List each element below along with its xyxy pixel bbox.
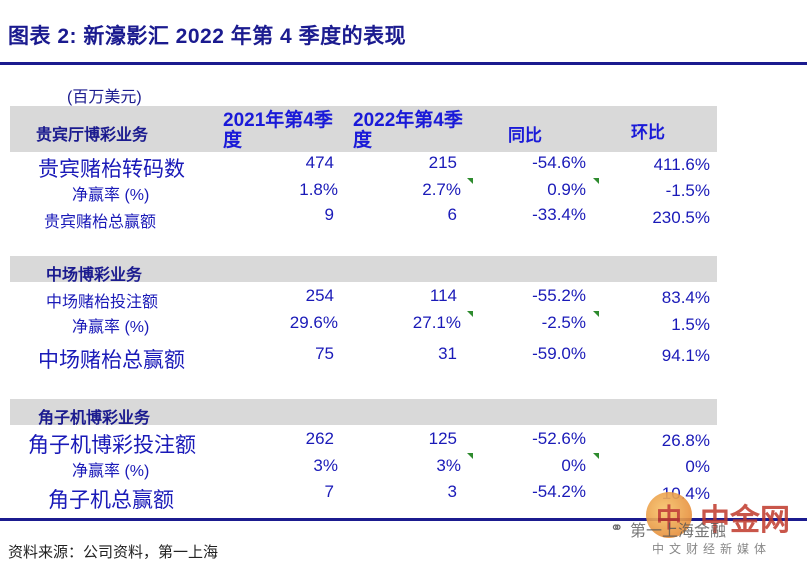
cell-2021q4: 1.8%: [299, 180, 338, 199]
cell-yoy: -33.4%: [532, 205, 586, 224]
cell-qoq: 230.5%: [652, 208, 710, 227]
cell-2022q4: 3: [447, 482, 457, 501]
cell-2021q4: 262: [305, 429, 334, 448]
cell-yoy: -54.6%: [532, 153, 586, 172]
comment-marker: [593, 178, 599, 184]
cell-qoq: -1.5%: [665, 181, 710, 200]
cell-yoy: -2.5%: [541, 313, 586, 332]
cell-qoq: 0%: [685, 457, 710, 476]
col-header-yoy: 同比: [508, 126, 542, 145]
row-label: 角子机总赢额: [48, 489, 174, 512]
cell-yoy: 0%: [561, 456, 586, 475]
wechat-icon: ⚭: [610, 520, 624, 537]
row-label: 贵宾赌枱总赢额: [44, 214, 157, 231]
cell-2022q4: 2.7%: [422, 180, 461, 199]
cell-qoq: 26.8%: [661, 431, 710, 450]
cell-2022q4: 27.1%: [412, 313, 461, 332]
col-header-2022q4: 2022年第4季度: [353, 110, 463, 151]
cell-yoy: -59.0%: [532, 344, 586, 363]
cell-2022q4: 6: [447, 205, 457, 224]
comment-marker: [467, 178, 473, 184]
col-header-qoq: 环比: [631, 123, 665, 142]
top-rule: [0, 62, 807, 65]
row-label: 净赢率 (%): [72, 319, 150, 336]
source-note: 资料来源：公司资料，第一上海: [8, 544, 219, 561]
col-header-2021q4: 2021年第4季度: [223, 110, 333, 151]
cell-qoq: 411.6%: [653, 155, 710, 174]
section-header-mass: 中场博彩业务: [46, 267, 143, 284]
row-label: 贵宾赌枱转码数: [38, 158, 185, 181]
watermark-subtitle: 中文财经新媒体: [652, 542, 772, 556]
cell-2022q4: 31: [438, 344, 457, 363]
cell-qoq: 94.1%: [661, 346, 710, 365]
comment-marker: [467, 311, 473, 317]
cell-2021q4: 29.6%: [289, 313, 338, 332]
cell-qoq: 83.4%: [661, 288, 710, 307]
comment-marker: [593, 311, 599, 317]
row-label: 净赢率 (%): [72, 187, 150, 204]
cell-2021q4: 75: [315, 344, 334, 363]
cell-yoy: -52.6%: [532, 429, 586, 448]
comment-marker: [593, 453, 599, 459]
cell-2021q4: 3%: [313, 456, 338, 475]
watermark-name: 中金网: [700, 504, 790, 537]
cell-2021q4: 474: [305, 153, 334, 172]
cell-2022q4: 125: [428, 429, 457, 448]
cell-qoq: 1.5%: [671, 315, 710, 334]
watermark-logo: 中: [646, 492, 692, 538]
section-header-vip: 贵宾厅博彩业务: [36, 127, 149, 144]
comment-marker: [467, 453, 473, 459]
cell-2022q4: 215: [428, 153, 457, 172]
watermark-logo-char: 中: [655, 503, 682, 533]
section-header-slot: 角子机博彩业务: [38, 410, 151, 427]
section-band: [10, 256, 717, 282]
cell-2022q4: 114: [429, 286, 457, 305]
cell-yoy: -55.2%: [532, 286, 586, 305]
page-title: 图表 2: 新濠影汇 2022 年第 4 季度的表现: [8, 25, 407, 48]
header-band: [10, 106, 717, 152]
row-label: 中场赌枱投注额: [46, 294, 159, 311]
cell-2021q4: 7: [324, 482, 334, 501]
row-label: 角子机博彩投注额: [28, 434, 196, 457]
cell-2022q4: 3%: [436, 456, 461, 475]
watermark-handle: 第一上海金融: [630, 523, 727, 540]
cell-2021q4: 9: [324, 205, 334, 224]
row-label: 中场赌枱总赢额: [38, 349, 185, 372]
bottom-rule: [0, 518, 807, 521]
unit-label: (百万美元): [67, 89, 142, 106]
cell-yoy: -54.2%: [532, 482, 586, 501]
section-band: [10, 399, 717, 425]
cell-2021q4: 254: [305, 286, 334, 305]
row-label: 净赢率 (%): [72, 463, 150, 480]
cell-yoy: 0.9%: [547, 180, 586, 199]
